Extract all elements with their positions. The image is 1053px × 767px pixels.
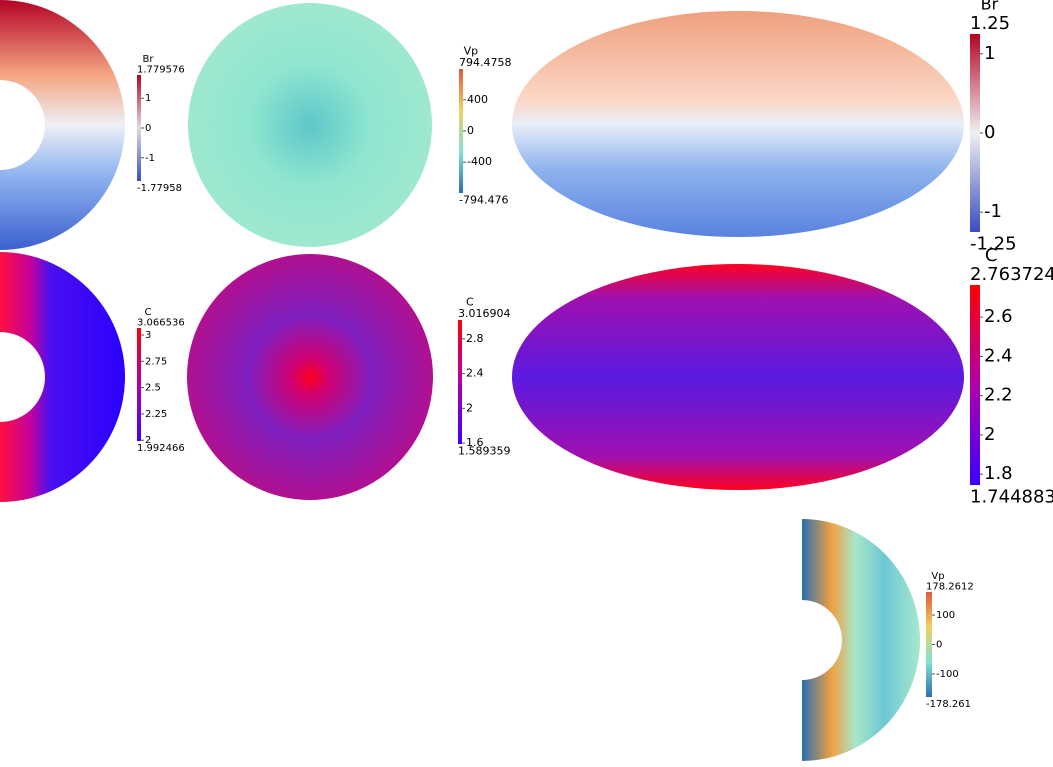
colorbar xyxy=(970,34,980,232)
colorbar xyxy=(970,285,980,485)
vp-disk xyxy=(188,3,432,247)
colorbar-title: Vp xyxy=(464,44,479,57)
tick-label: 1.8 xyxy=(984,463,1013,484)
colorbar-min: 1.744883 xyxy=(970,487,1053,508)
tick-label: 2 xyxy=(145,435,151,446)
colorbar-max: 178.2612 xyxy=(926,582,974,593)
tick-label: 0 xyxy=(467,124,474,137)
colorbar xyxy=(458,320,462,444)
colorbar-title: Vp xyxy=(931,571,944,582)
colorbar xyxy=(459,69,463,193)
colorbar-title: C xyxy=(985,245,998,266)
c-disk xyxy=(187,254,433,500)
tick-label: 1 xyxy=(145,93,151,104)
br-mollweide xyxy=(512,11,964,237)
tick-label: 2.4 xyxy=(984,345,1013,366)
tick-label: -400 xyxy=(467,155,492,168)
colorbar-title: Br xyxy=(143,54,155,65)
tick-label: 3 xyxy=(145,330,151,341)
tick-label: 1.6 xyxy=(466,436,484,449)
colorbar xyxy=(926,592,932,697)
tick-label: 2.6 xyxy=(984,306,1013,327)
colorbar xyxy=(137,328,141,441)
colorbar-max: 3.066536 xyxy=(137,318,185,329)
tick-label: 2 xyxy=(984,424,995,445)
colorbar-min: 1.589359 xyxy=(458,445,511,458)
tick-label: -1 xyxy=(984,201,1002,222)
tick-label: 2.8 xyxy=(466,332,484,345)
colorbar-min: -178.261 xyxy=(926,699,971,710)
tick-label: 2.25 xyxy=(145,409,167,420)
tick-label: 1 xyxy=(984,43,995,64)
colorbar-min: -794.476 xyxy=(459,194,508,207)
tick-label: 400 xyxy=(467,93,488,106)
tick-label: 2.4 xyxy=(466,367,484,380)
tick-label: 0 xyxy=(984,122,995,143)
tick-label: 2.75 xyxy=(145,356,167,367)
colorbars: Br1.779576-1.7795810-1Vp794.4758-794.476… xyxy=(137,0,1053,710)
tick-label: 2.5 xyxy=(145,383,161,394)
colorbar-max: 1.25 xyxy=(970,13,1010,34)
c-mollweide xyxy=(512,264,964,490)
c-meridional xyxy=(0,252,125,502)
colorbar-title: C xyxy=(466,295,474,308)
tick-label: 0 xyxy=(936,640,942,651)
colorbar-min: 1.992466 xyxy=(137,443,185,454)
vp-meridional xyxy=(802,519,920,761)
tick-label: 0 xyxy=(145,123,151,134)
colorbar-max: 794.4758 xyxy=(459,56,512,69)
colorbar-min: -1.25 xyxy=(970,234,1017,255)
br-meridional xyxy=(0,0,125,250)
colorbar-max: 3.016904 xyxy=(458,307,511,320)
colorbar-title: C xyxy=(145,307,152,318)
colorbar-max: 1.779576 xyxy=(137,65,185,76)
colorbar-max: 2.763724 xyxy=(970,264,1053,285)
tick-label: 2.2 xyxy=(984,385,1013,406)
colorbar xyxy=(137,75,141,181)
tick-label: -100 xyxy=(936,669,959,680)
colorbar-min: -1.77958 xyxy=(137,183,182,194)
tick-label: -1 xyxy=(145,153,155,164)
tick-label: 2 xyxy=(466,401,473,414)
colorbar-title: Br xyxy=(981,0,999,14)
tick-label: 100 xyxy=(936,610,955,621)
